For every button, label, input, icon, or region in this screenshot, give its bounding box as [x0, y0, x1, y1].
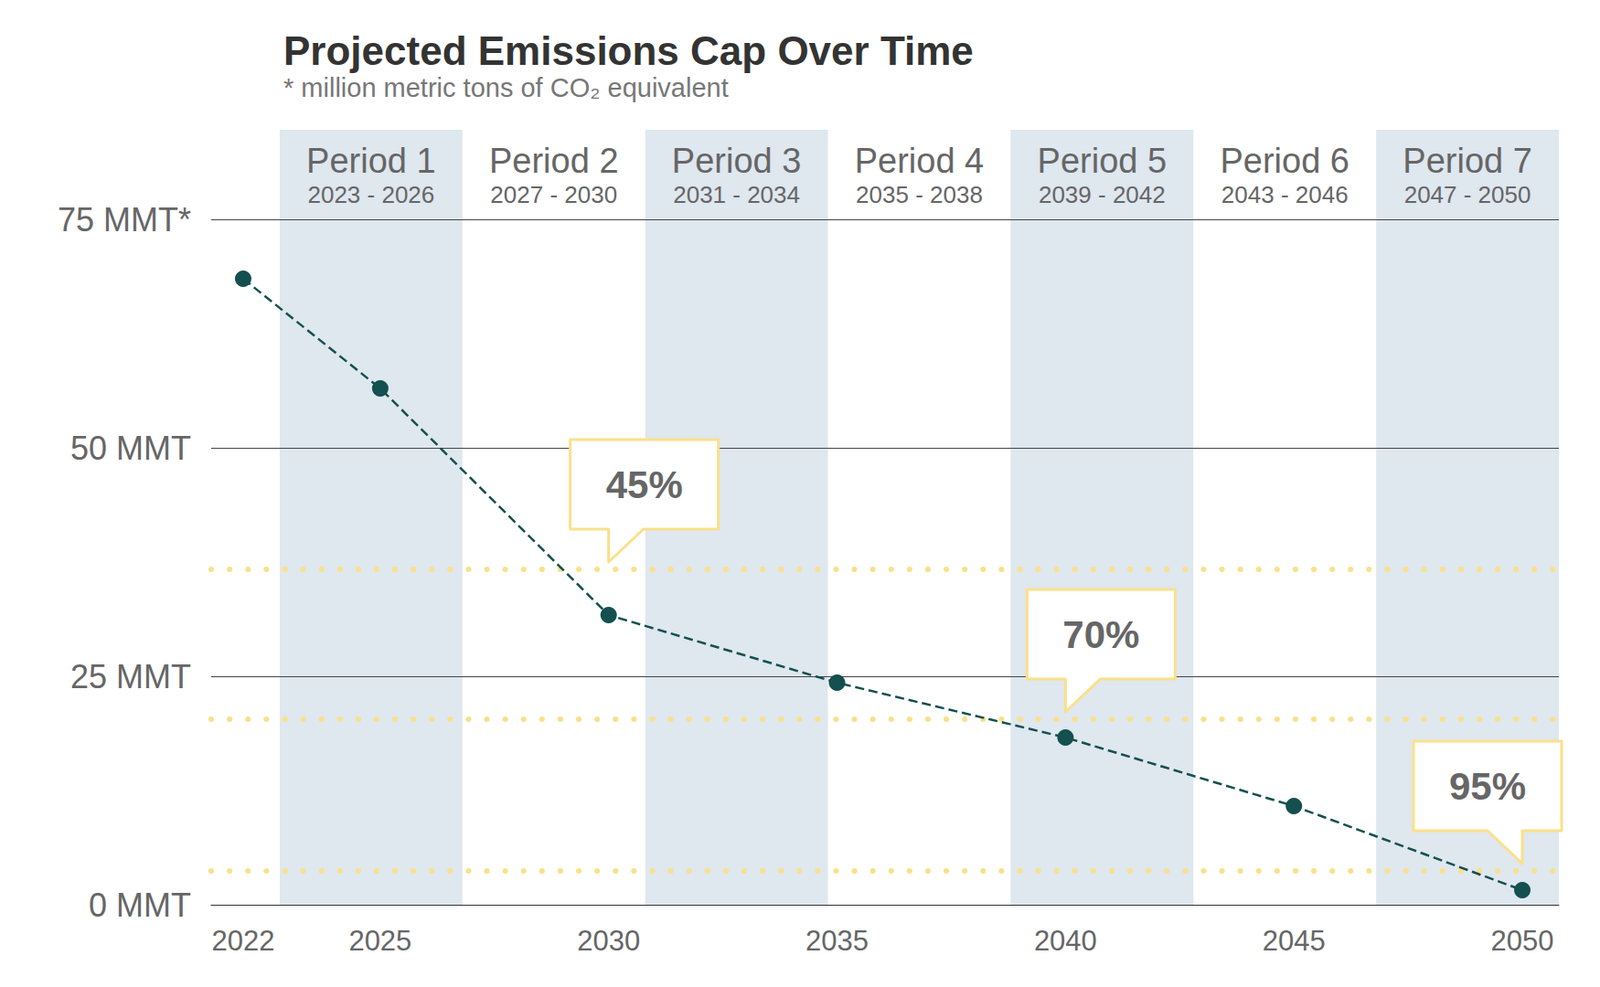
svg-text:Period 5: Period 5: [1037, 141, 1168, 181]
svg-text:* million metric tons of CO₂ e: * million metric tons of CO₂ equivalent: [283, 73, 729, 103]
svg-text:2023 - 2026: 2023 - 2026: [307, 181, 435, 209]
svg-text:Period 6: Period 6: [1219, 141, 1350, 181]
svg-text:25 MMT: 25 MMT: [70, 658, 192, 696]
svg-text:0 MMT: 0 MMT: [88, 886, 192, 925]
svg-text:2025: 2025: [348, 925, 412, 958]
svg-text:Projected Emissions Cap Over T: Projected Emissions Cap Over Time: [283, 28, 974, 74]
svg-text:2039 - 2042: 2039 - 2042: [1038, 181, 1166, 209]
svg-text:2040: 2040: [1034, 925, 1098, 958]
svg-text:75 MMT*: 75 MMT*: [57, 201, 192, 239]
svg-text:2047 - 2050: 2047 - 2050: [1404, 181, 1532, 209]
svg-text:2022: 2022: [211, 925, 275, 958]
svg-text:Period 7: Period 7: [1402, 141, 1533, 181]
svg-text:2050: 2050: [1491, 925, 1555, 958]
svg-text:Period 1: Period 1: [306, 141, 437, 181]
svg-text:70%: 70%: [1062, 613, 1140, 657]
svg-text:Period 3: Period 3: [672, 141, 802, 181]
svg-text:2035 - 2038: 2035 - 2038: [855, 181, 983, 209]
svg-text:2027 - 2030: 2027 - 2030: [490, 181, 618, 209]
svg-text:95%: 95%: [1449, 765, 1526, 809]
svg-text:2045: 2045: [1262, 925, 1326, 958]
svg-text:Period 4: Period 4: [854, 141, 985, 181]
svg-text:45%: 45%: [606, 463, 683, 507]
svg-text:2030: 2030: [576, 925, 640, 958]
svg-text:2031 - 2034: 2031 - 2034: [672, 181, 800, 209]
svg-text:Period 2: Period 2: [489, 141, 619, 181]
svg-text:50 MMT: 50 MMT: [70, 429, 192, 468]
svg-text:2043 - 2046: 2043 - 2046: [1221, 181, 1349, 209]
svg-text:2035: 2035: [805, 925, 869, 958]
